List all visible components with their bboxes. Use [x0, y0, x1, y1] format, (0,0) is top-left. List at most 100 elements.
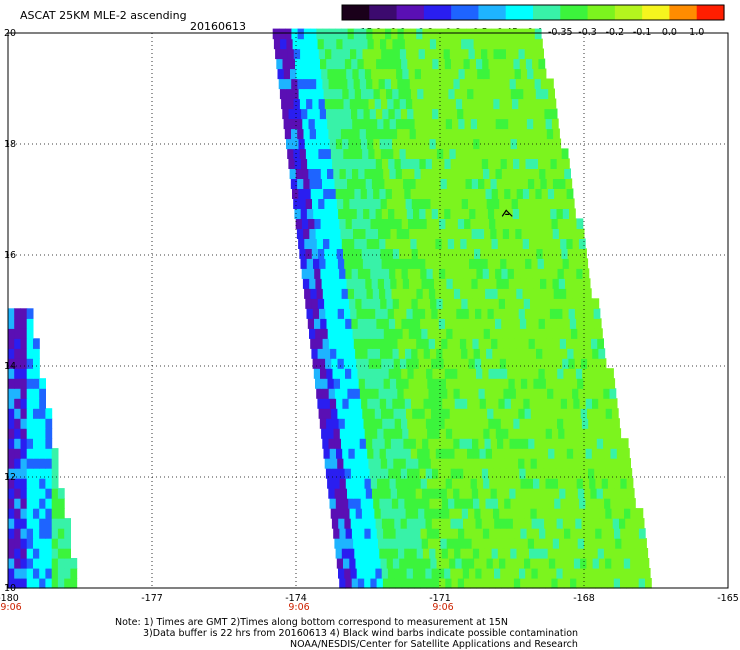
heatmap-cell: [306, 208, 314, 219]
heatmap-cell: [495, 578, 502, 589]
heatmap-cell: [374, 248, 381, 259]
heatmap-cell: [402, 228, 410, 239]
heatmap-cell: [486, 508, 494, 519]
heatmap-cell: [552, 278, 560, 289]
heatmap-cell: [57, 538, 65, 549]
heatmap-cell: [570, 528, 578, 539]
heatmap-cell: [439, 218, 446, 229]
heatmap-cell: [537, 98, 544, 110]
heatmap-cell: [395, 218, 403, 229]
heatmap-cell: [496, 378, 503, 389]
heatmap-cell: [431, 48, 438, 60]
heatmap-cell: [447, 388, 455, 399]
heatmap-cell: [488, 468, 495, 479]
heatmap-cell: [380, 508, 388, 519]
heatmap-cell: [607, 528, 615, 539]
heatmap-cell: [435, 288, 442, 299]
heatmap-cell: [330, 298, 338, 309]
heatmap-cell: [416, 78, 423, 90]
heatmap-cell: [495, 118, 503, 130]
heatmap-cell: [592, 398, 599, 409]
heatmap-cell: [374, 458, 382, 469]
heatmap-cell: [331, 518, 339, 529]
heatmap-cell: [345, 218, 353, 229]
heatmap-cell: [300, 158, 308, 169]
heatmap-cell: [8, 518, 15, 529]
heatmap-cell: [626, 528, 634, 539]
heatmap-cell: [415, 228, 423, 239]
heatmap-cell: [446, 328, 453, 339]
heatmap-cell: [610, 498, 618, 509]
heatmap-cell: [323, 88, 331, 100]
heatmap-cell: [437, 48, 445, 60]
heatmap-cell: [573, 448, 580, 459]
heatmap-cell: [286, 138, 293, 150]
heatmap-cell: [562, 208, 570, 219]
heatmap-cell: [456, 158, 464, 169]
heatmap-cell: [335, 338, 342, 349]
heatmap-cell: [398, 548, 405, 559]
heatmap-cell: [349, 508, 357, 519]
heatmap-cell: [26, 458, 34, 469]
heatmap-cell: [467, 448, 474, 459]
heatmap-cell: [544, 108, 552, 120]
heatmap-cell: [495, 528, 503, 539]
heatmap-cell: [584, 388, 592, 399]
heatmap-cell: [452, 328, 460, 339]
heatmap-cell: [378, 78, 386, 90]
heatmap-cell: [388, 468, 396, 479]
heatmap-cell: [550, 568, 557, 579]
heatmap-cell: [536, 248, 544, 259]
heatmap-cell: [369, 108, 377, 120]
heatmap-cell: [540, 278, 547, 289]
heatmap-cell: [558, 278, 566, 289]
wind-barb-icon: [501, 209, 513, 217]
heatmap-cell: [337, 508, 344, 519]
heatmap-cell: [453, 178, 460, 189]
heatmap-cell: [570, 478, 578, 489]
heatmap-cell: [618, 568, 626, 579]
heatmap-cell: [577, 378, 584, 389]
heatmap-cell: [482, 108, 489, 120]
heatmap-cell: [553, 438, 560, 449]
heatmap-cell: [343, 98, 351, 110]
heatmap-cell: [435, 238, 443, 249]
heatmap-cell: [383, 218, 390, 229]
heatmap-cell: [422, 128, 429, 140]
heatmap-cell: [363, 518, 370, 529]
heatmap-cell: [476, 318, 483, 329]
heatmap-cell: [415, 278, 422, 289]
heatmap-cell: [601, 478, 609, 489]
heatmap-cell: [591, 498, 599, 509]
chart-date: 20160613: [190, 20, 246, 33]
heatmap-cell: [335, 28, 342, 40]
heatmap-cell: [439, 378, 447, 389]
heatmap-cell: [328, 178, 336, 189]
heatmap-cell: [419, 108, 427, 120]
heatmap-cell: [505, 148, 513, 159]
heatmap-cell: [632, 528, 640, 539]
heatmap-cell: [453, 338, 461, 349]
heatmap-cell: [502, 278, 510, 289]
heatmap-cell: [578, 288, 586, 299]
heatmap-cell: [557, 318, 565, 329]
heatmap-cell: [557, 528, 565, 539]
heatmap-cell: [517, 38, 524, 50]
heatmap-cell: [291, 128, 298, 140]
heatmap-cell: [552, 378, 559, 389]
heatmap-cell: [621, 488, 629, 499]
heatmap-cell: [20, 488, 28, 499]
heatmap-cell: [377, 278, 385, 289]
heatmap-cell: [487, 98, 494, 110]
heatmap-cell: [494, 158, 502, 169]
heatmap-cell: [523, 498, 530, 509]
heatmap-cell: [51, 558, 59, 569]
heatmap-cell: [354, 448, 362, 459]
heatmap-cell: [328, 438, 336, 449]
heatmap-cell: [314, 218, 322, 229]
heatmap-cell: [342, 498, 349, 509]
heatmap-cell: [535, 498, 543, 509]
heatmap-cell: [26, 408, 34, 419]
heatmap-cell: [457, 368, 465, 379]
heatmap-cell: [462, 408, 469, 419]
